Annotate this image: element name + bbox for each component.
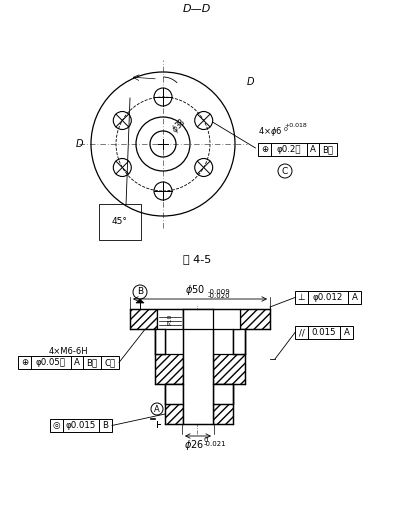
Bar [155, 329, 165, 354]
Bar [213, 384, 233, 424]
Bar [258, 143, 337, 156]
Text: A: A [310, 145, 316, 154]
Bar [233, 329, 245, 354]
Text: φ0.2Ⓜ: φ0.2Ⓜ [277, 145, 301, 154]
Text: //: // [299, 328, 305, 337]
Text: ◎: ◎ [53, 421, 60, 430]
Text: D: D [76, 139, 83, 149]
Text: B: B [102, 421, 108, 430]
Text: +0.018: +0.018 [284, 123, 307, 128]
Text: A: A [154, 405, 160, 413]
Text: 0: 0 [284, 127, 288, 132]
Text: A: A [344, 328, 349, 337]
Text: C: C [282, 167, 288, 176]
Bar [233, 329, 245, 354]
Text: 4×M6-6H: 4×M6-6H [48, 346, 88, 355]
Text: CⓂ: CⓂ [104, 358, 115, 367]
Text: ⊥: ⊥ [298, 293, 305, 302]
Text: 4×$\phi$6: 4×$\phi$6 [258, 125, 282, 137]
Bar [165, 384, 183, 424]
Text: φ0.015: φ0.015 [66, 421, 96, 430]
Text: BⓂ: BⓂ [322, 145, 334, 154]
Bar [50, 419, 112, 432]
Text: D—D: D—D [183, 4, 211, 14]
Text: -0.020: -0.020 [208, 292, 230, 299]
Bar [295, 326, 353, 339]
Bar [18, 356, 119, 369]
Bar [155, 329, 165, 354]
Text: ⊕: ⊕ [21, 358, 28, 367]
Text: 0: 0 [204, 437, 208, 443]
Polygon shape [136, 299, 144, 303]
Bar [213, 354, 245, 384]
Text: $\phi$50: $\phi$50 [185, 283, 205, 297]
Text: D: D [247, 77, 255, 87]
Bar [295, 291, 361, 304]
Bar [213, 384, 233, 404]
Bar [240, 309, 270, 329]
Bar [155, 354, 183, 384]
Text: $\phi$26: $\phi$26 [184, 438, 204, 452]
Bar [157, 309, 183, 329]
Text: 45°: 45° [112, 217, 128, 226]
Text: A: A [351, 293, 357, 302]
Text: 图 4-5: 图 4-5 [183, 254, 211, 264]
Text: -0.009: -0.009 [208, 289, 231, 295]
Text: B: B [137, 288, 143, 297]
Text: P10: P10 [167, 313, 173, 325]
Text: -0.021: -0.021 [204, 441, 227, 447]
Text: ⊕: ⊕ [261, 145, 268, 154]
Text: φ0.012: φ0.012 [313, 293, 343, 302]
Bar [183, 309, 240, 329]
Bar [165, 384, 183, 404]
Text: A: A [74, 358, 80, 367]
Bar [130, 309, 157, 329]
Text: 0.015: 0.015 [312, 328, 336, 337]
Text: $\phi$38: $\phi$38 [169, 115, 190, 136]
Text: φ0.05Ⓟ: φ0.05Ⓟ [36, 358, 66, 367]
Text: BⓂ: BⓂ [86, 358, 98, 367]
Bar [183, 309, 213, 424]
